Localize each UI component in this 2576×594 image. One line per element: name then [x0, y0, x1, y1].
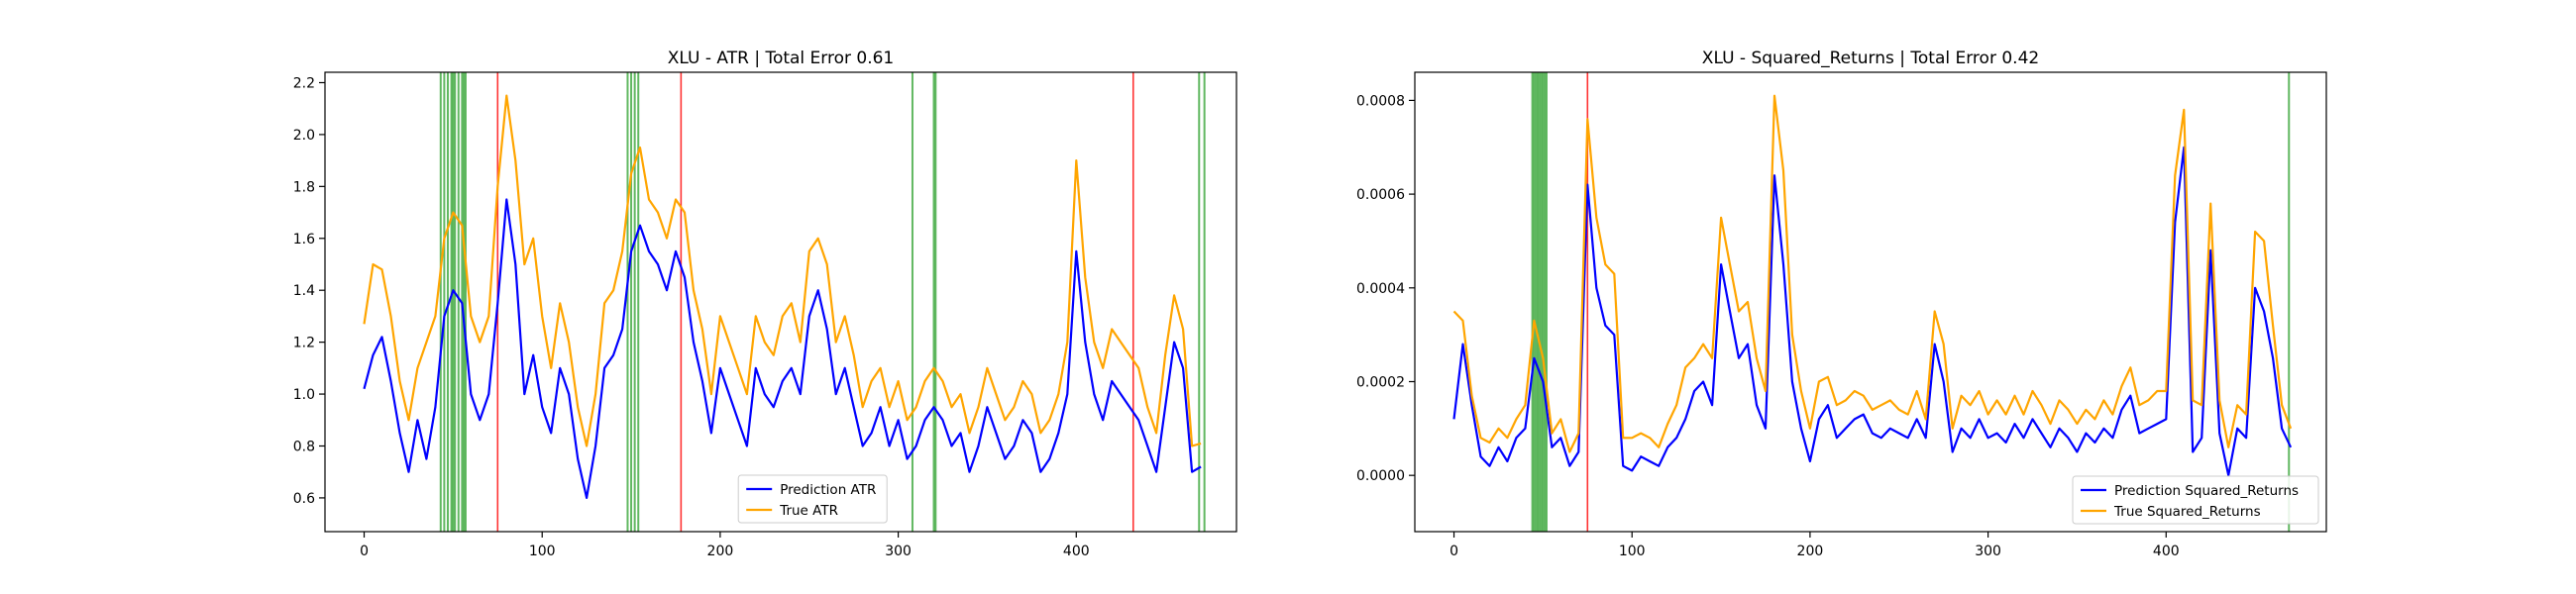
legend: Prediction ATR True ATR: [737, 474, 888, 524]
chart-panel-squared-returns: XLU - Squared_Returns | Total Error 0.42…: [1356, 49, 2327, 559]
y-tick-label: 2.2: [293, 75, 315, 91]
legend-label: True ATR: [779, 503, 838, 519]
y-tick-label: 1.2: [293, 336, 315, 351]
prediction-series-line: [1452, 146, 2293, 477]
legend-label: Prediction Squared_Returns: [2114, 483, 2299, 499]
y-tick-label: 0.6: [293, 491, 315, 507]
y-tick-label: 0.0006: [1356, 187, 1405, 203]
y-tick-label: 1.8: [293, 179, 315, 195]
y-tick-label: 1.4: [293, 283, 315, 299]
highlight-lines: [1531, 72, 2291, 532]
legend-box: [2072, 475, 2319, 525]
y-tick-label: 1.6: [293, 232, 315, 248]
series-lines: [363, 94, 1202, 499]
true-series-line: [1452, 94, 2293, 453]
plot-area: [325, 72, 1236, 532]
plot-frame: [324, 71, 1237, 533]
y-tick-label: 0.0004: [1356, 281, 1405, 297]
y-tick-label: 0.8: [293, 439, 315, 454]
x-tick-label: 100: [529, 544, 556, 559]
x-tick-label: 0: [1449, 544, 1458, 559]
legend-box: [737, 474, 888, 524]
y-tick-label: 1.0: [293, 387, 315, 403]
y-tick-label: 0.0008: [1356, 93, 1405, 109]
x-tick-label: 300: [1975, 544, 2001, 559]
series-lines: [1452, 94, 2293, 477]
x-tick-label: 300: [885, 544, 912, 559]
plot-frame: [1414, 71, 2327, 533]
chart-title: XLU - Squared_Returns | Total Error 0.42: [1702, 49, 2039, 68]
legend: Prediction Squared_Returns True Squared_R…: [2072, 475, 2319, 525]
x-tick-label: 200: [707, 544, 734, 559]
legend-label: True Squared_Returns: [2113, 504, 2261, 520]
x-tick-label: 400: [1063, 544, 1090, 559]
prediction-series-line: [363, 198, 1202, 499]
true-series-line: [363, 94, 1202, 447]
chart-title: XLU - ATR | Total Error 0.61: [668, 49, 895, 68]
x-tick-label: 200: [1797, 544, 1824, 559]
x-tick-label: 0: [360, 544, 369, 559]
y-tick-label: 2.0: [293, 128, 315, 144]
chart-panel-atr: XLU - ATR | Total Error 0.61 0 100 200 300 4…: [293, 49, 1237, 559]
x-tick-label: 400: [2153, 544, 2180, 559]
legend-label: Prediction ATR: [780, 482, 876, 498]
y-tick-label: 0.0002: [1356, 374, 1405, 390]
y-tick-label: 0.0000: [1356, 468, 1405, 484]
x-tick-label: 100: [1619, 544, 1646, 559]
